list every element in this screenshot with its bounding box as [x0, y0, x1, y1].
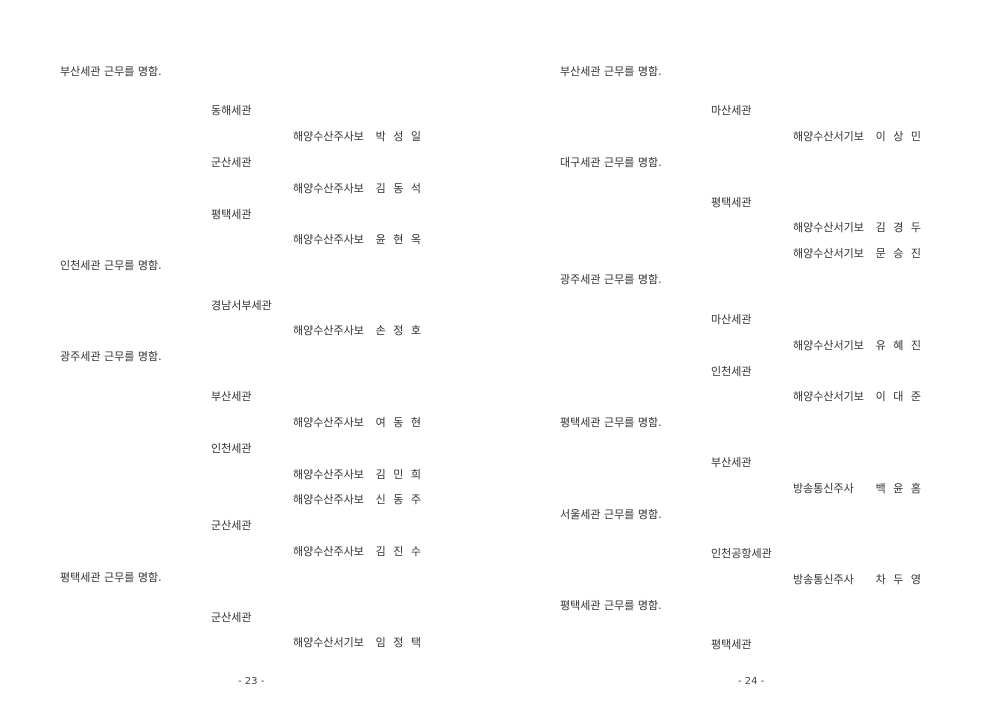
office-name: 마산세관 — [711, 313, 752, 326]
person-name: 윤 현 옥 — [375, 233, 423, 246]
office-name: 평택세관 — [711, 196, 752, 209]
page-right: 부산세관 근무를 명함. 마산세관 해양수산서기보 이 상 민 대구세관 근무를 명함.… — [500, 0, 1000, 707]
person-name: 이 상 민 — [875, 130, 923, 143]
position-title: 해양수산주사보 — [293, 233, 364, 246]
assignment-heading: 광주세관 근무를 명함. — [560, 273, 662, 286]
person-name: 손 정 호 — [375, 324, 423, 337]
position-title: 해양수산주사보 — [293, 416, 364, 429]
page-left: 부산세관 근무를 명함. 동해세관 해양수산주사보 박 성 일 군산세관 해양수산주사보 김… — [60, 65, 423, 687]
page-number: - 24 - — [738, 676, 765, 687]
assignment-heading: 대구세관 근무를 명함. — [560, 156, 662, 169]
office-name: 군산세관 — [211, 156, 252, 169]
assignment-heading: 서울세관 근무를 명함. — [560, 508, 662, 521]
assignment-heading: 부산세관 근무를 명함. — [60, 65, 162, 78]
office-name: 평택세관 — [211, 208, 252, 221]
office-name: 군산세관 — [211, 519, 252, 532]
position-title: 해양수산서기보 — [793, 390, 864, 403]
office-name: 군산세관 — [211, 611, 252, 624]
assignment-heading: 평택세관 근무를 명함. — [560, 416, 662, 429]
person-name: 여 동 현 — [375, 416, 423, 429]
office-name: 인천공항세관 — [711, 547, 772, 560]
position-title: 방송통신주사 — [793, 482, 854, 495]
person-name: 김 경 두 — [875, 221, 923, 234]
person-name: 신 동 주 — [375, 493, 423, 506]
person-name: 김 동 석 — [375, 182, 423, 195]
assignment-heading: 평택세관 근무를 명함. — [60, 571, 162, 584]
office-name: 마산세관 — [711, 104, 752, 117]
page-number: - 23 - — [238, 676, 265, 687]
person-name: 박 성 일 — [375, 130, 423, 143]
position-title: 해양수산주사보 — [293, 493, 364, 506]
office-name: 동해세관 — [211, 104, 252, 117]
person-name: 김 민 희 — [375, 468, 423, 481]
office-name: 경남서부세관 — [211, 299, 272, 312]
position-title: 해양수산서기보 — [793, 247, 864, 260]
position-title: 해양수산주사보 — [293, 182, 364, 195]
person-name: 유 혜 진 — [875, 339, 923, 352]
assignment-heading: 인천세관 근무를 명함. — [60, 259, 162, 272]
person-name: 차 두 영 — [875, 573, 923, 586]
person-name: 임 정 택 — [375, 636, 423, 649]
office-name: 부산세관 — [211, 390, 252, 403]
position-title: 해양수산주사보 — [293, 545, 364, 558]
person-name: 이 대 준 — [875, 390, 923, 403]
person-name: 백 윤 홈 — [875, 482, 923, 495]
position-title: 해양수산서기보 — [793, 130, 864, 143]
person-name: 문 승 진 — [875, 247, 923, 260]
person-name: 김 진 수 — [375, 545, 423, 558]
office-name: 인천세관 — [711, 365, 752, 378]
assignment-heading: 광주세관 근무를 명함. — [60, 350, 162, 363]
office-name: 평택세관 — [711, 638, 752, 651]
position-title: 방송통신주사 — [793, 573, 854, 586]
assignment-heading: 평택세관 근무를 명함. — [560, 599, 662, 612]
position-title: 해양수산주사보 — [293, 324, 364, 337]
position-title: 해양수산서기보 — [793, 221, 864, 234]
position-title: 해양수산서기보 — [293, 636, 364, 649]
position-title: 해양수산주사보 — [293, 130, 364, 143]
assignment-heading: 부산세관 근무를 명함. — [560, 65, 662, 78]
office-name: 인천세관 — [211, 442, 252, 455]
office-name: 부산세관 — [711, 456, 752, 469]
position-title: 해양수산서기보 — [793, 339, 864, 352]
position-title: 해양수산주사보 — [293, 468, 364, 481]
